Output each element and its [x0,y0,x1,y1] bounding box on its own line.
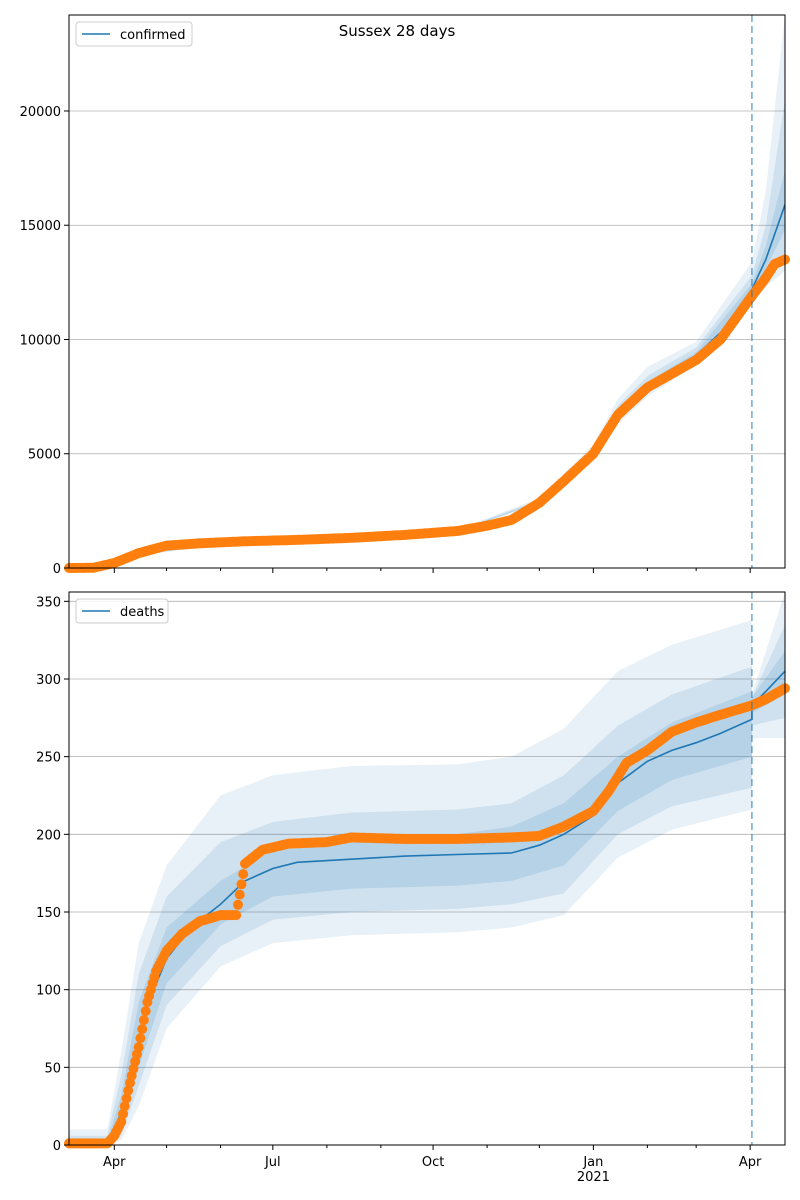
y-tick-label: 20000 [20,105,61,120]
legend: deaths [75,598,169,624]
y-tick-label: 300 [36,673,61,688]
observed-point [121,1093,132,1104]
observed-point [119,1101,130,1112]
observed-point [138,1015,149,1026]
y-tick-label: 0 [53,1139,61,1154]
y-tick-label: 100 [36,984,61,999]
y-tick-label: 200 [36,828,61,843]
y-tick-label: 50 [44,1061,61,1076]
observed-point [238,869,249,880]
x-tick-label: Jul [264,1155,281,1170]
axes-frame [68,591,786,1146]
x-tick-label: Oct [422,1155,444,1170]
y-tick-label: 5000 [28,448,61,463]
y-tick-label: 10000 [20,333,61,348]
confirmed-panel: 0 5000 10000 15000 20000 confirmed [20,14,790,577]
observed-point [233,899,243,910]
observed-point [133,1042,144,1053]
legend-box [75,21,193,47]
observed-point [140,1006,151,1017]
legend-box [75,598,169,624]
x-tick-label: Jan [582,1155,603,1170]
uncertainty-band-middle [69,624,785,1145]
y-tick-label: 15000 [20,219,61,234]
y-tick-label: 350 [36,595,61,610]
y-tick-label: 150 [36,906,61,921]
x-tick-label: 2021 [577,1170,610,1185]
observed-point [116,1116,127,1127]
observed-point [236,879,247,890]
legend: confirmed [75,21,193,47]
uncertainty-band-outer [69,592,785,1145]
figure-title: Sussex 28 days [339,22,456,40]
uncertainty-band-inner [69,651,785,1145]
observed-point [118,1108,128,1119]
observed-point [135,1033,146,1044]
observed-point [137,1024,148,1035]
axes-frame [68,14,786,569]
y-tick-label: 250 [36,751,61,766]
observed-point [231,910,242,921]
observed-point [234,889,245,900]
x-tick-label: Apr [739,1155,762,1170]
observed-point [123,1085,134,1096]
legend-label: deaths [120,605,165,620]
y-tick-label: 0 [53,562,61,577]
legend-label: confirmed [120,28,186,43]
x-tick-label: Apr [103,1155,126,1170]
